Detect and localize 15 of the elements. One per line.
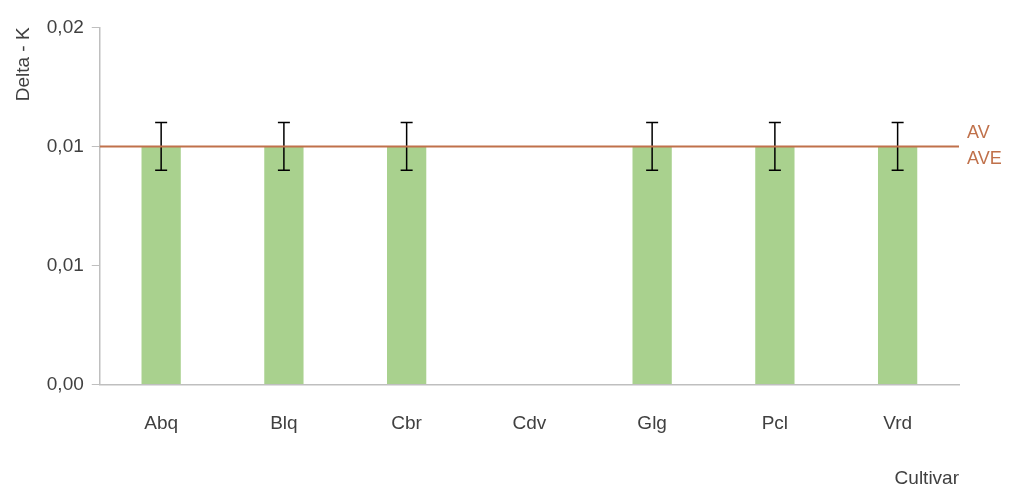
y-tick-label: 0,02 bbox=[46, 15, 84, 37]
x-tick-label: Blq bbox=[270, 412, 298, 434]
y-tick-label: 0,00 bbox=[46, 372, 84, 394]
x-axis-title: Cultivar bbox=[894, 466, 960, 488]
y-tick-label: 0,01 bbox=[46, 253, 84, 275]
x-tick-label: Glg bbox=[637, 412, 667, 434]
x-tick-label: Vrd bbox=[883, 412, 913, 434]
x-tick-label: Cbr bbox=[391, 412, 423, 434]
x-tick-label: Cdv bbox=[512, 412, 547, 434]
ref-line-label: AV bbox=[967, 122, 990, 143]
x-tick-label: Pcl bbox=[761, 412, 789, 434]
y-axis-title: Delta - K bbox=[11, 27, 33, 102]
x-tick-label: Abq bbox=[144, 412, 179, 434]
y-tick-label: 0,01 bbox=[46, 134, 84, 156]
text: AVE bbox=[967, 148, 1002, 169]
